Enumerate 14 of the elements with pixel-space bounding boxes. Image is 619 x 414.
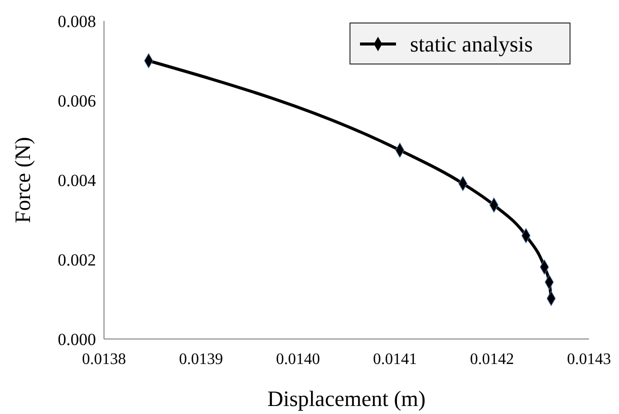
x-tick-label: 0.0139	[179, 351, 223, 368]
x-tick-label: 0.0138	[82, 351, 126, 368]
y-tick-label: 0.006	[58, 91, 96, 110]
x-tick-label: 0.0141	[373, 351, 417, 368]
x-axis-title: Displacement (m)	[267, 386, 426, 411]
y-axis-title: Force (N)	[10, 136, 35, 224]
y-tick-label: 0.000	[58, 330, 96, 349]
x-tick-label: 0.0143	[567, 351, 611, 368]
x-tick-label: 0.0140	[276, 351, 320, 368]
x-tick-label: 0.0142	[470, 351, 514, 368]
y-tick-label: 0.004	[58, 170, 96, 190]
y-tick-label: 0.008	[58, 12, 96, 31]
y-tick-label: 0.002	[58, 250, 96, 270]
legend-label: static analysis	[410, 32, 533, 57]
